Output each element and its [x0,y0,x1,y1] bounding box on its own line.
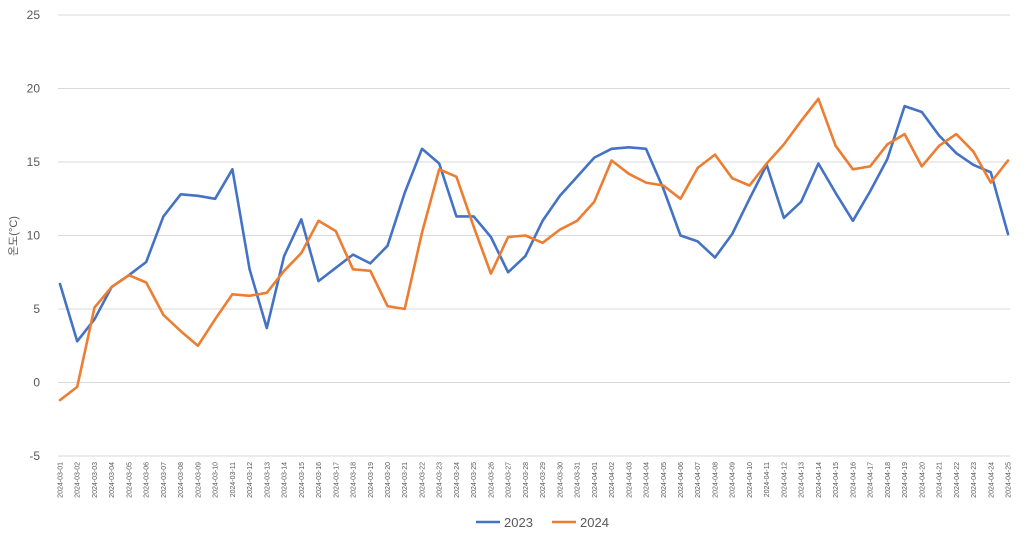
x-tick-label: 2024-03-21 [402,462,409,498]
x-tick-label: 2024-03-16 [316,462,323,498]
x-tick-label: 2024-03-26 [488,462,495,498]
y-tick-label: -5 [29,449,40,463]
x-tick-label: 2024-04-09 [730,462,737,498]
x-tick-label: 2024-03-01 [58,462,65,498]
y-tick-label: 20 [27,82,41,96]
x-tick-label: 2024-03-02 [75,462,82,498]
legend-label-2023: 2023 [504,515,533,530]
gridlines [58,14,1010,457]
x-tick-label: 2024-03-24 [454,462,461,498]
x-tick-label: 2024-04-19 [902,462,909,498]
x-tick-label: 2024-04-23 [971,462,978,498]
y-tick-label: 0 [33,376,40,390]
x-tick-label: 2024-03-10 [213,462,220,498]
x-tick-label: 2024-03-31 [575,462,582,498]
series-line-2024 [58,97,1010,402]
x-tick-label: 2024-03-29 [540,462,547,498]
series-lines [58,97,1010,402]
x-tick-label: 2024-04-04 [644,462,651,498]
x-tick-label: 2024-03-30 [557,462,564,498]
y-tick-label: 25 [27,8,41,22]
x-tick-label: 2024-03-04 [109,462,116,498]
x-tick-label: 2024-04-06 [678,462,685,498]
x-tick-label: 2024-03-20 [385,462,392,498]
x-tick-label: 2024-03-14 [282,462,289,498]
x-tick-label: 2024-03-15 [299,462,306,498]
y-tick-label: 5 [33,302,40,316]
x-tick-label: 2024-04-14 [816,462,823,498]
x-tick-label: 2024-03-03 [92,462,99,498]
x-tick-label: 2024-04-18 [885,462,892,498]
x-tick-label: 2024-04-17 [868,462,875,498]
y-axis-title: 온도(°C) [7,216,20,256]
x-tick-label: 2024-03-08 [178,462,185,498]
x-tick-label: 2024-03-05 [126,462,133,498]
x-tick-label: 2024-04-24 [988,462,995,498]
legend-label-2024: 2024 [580,515,609,530]
x-tick-label: 2024-04-22 [954,462,961,498]
x-tick-label: 2024-04-07 [695,462,702,498]
legend: 2023 2024 [476,515,609,530]
x-tick-label: 2024-04-21 [937,462,944,498]
x-tick-label: 2024-03-23 [437,462,444,498]
x-tick-label: 2024-04-02 [609,462,616,498]
x-tick-label: 2024-04-11 [764,462,771,497]
x-tick-label: 2024-03-25 [471,462,478,498]
x-tick-label: 2024-04-25 [1006,462,1013,498]
x-tick-label: 2024-03-19 [368,462,375,498]
x-tick-label: 2024-03-18 [351,462,358,498]
x-tick-label: 2024-03-06 [144,462,151,498]
y-tick-label: 10 [27,229,41,243]
x-tick-label: 2024-04-12 [781,462,788,498]
x-tick-label: 2024-03-12 [247,462,254,498]
x-tick-label: 2024-04-01 [592,462,599,498]
x-tick-label: 2024-04-05 [661,462,668,498]
x-tick-label: 2024-04-16 [850,462,857,498]
x-tick-label: 2024-04-13 [799,462,806,498]
series-line-2023 [58,104,1010,343]
x-tick-label: 2024-04-15 [833,462,840,498]
x-tick-label: 2024-03-22 [419,462,426,498]
x-tick-label: 2024-03-27 [506,462,513,498]
x-tick-label: 2024-03-28 [523,462,530,498]
x-tick-label: 2024-04-10 [747,462,754,498]
y-axis-ticks: -5 0 5 10 15 20 25 [27,8,41,463]
x-tick-label: 2024-03-13 [264,462,271,498]
x-tick-label: 2024-03-17 [333,462,340,498]
x-tick-label: 2024-03-09 [195,462,202,498]
x-tick-label: 2024-03-07 [161,462,168,498]
x-tick-label: 2024-03-11 [230,462,237,497]
x-tick-label: 2024-04-20 [919,462,926,498]
x-axis-ticks: 2024-03-01 2024-03-02 2024-03-03 2024-03-04… [58,462,1013,498]
y-tick-label: 15 [27,155,41,169]
x-tick-label: 2024-04-08 [712,462,719,498]
x-tick-label: 2024-04-03 [626,462,633,498]
